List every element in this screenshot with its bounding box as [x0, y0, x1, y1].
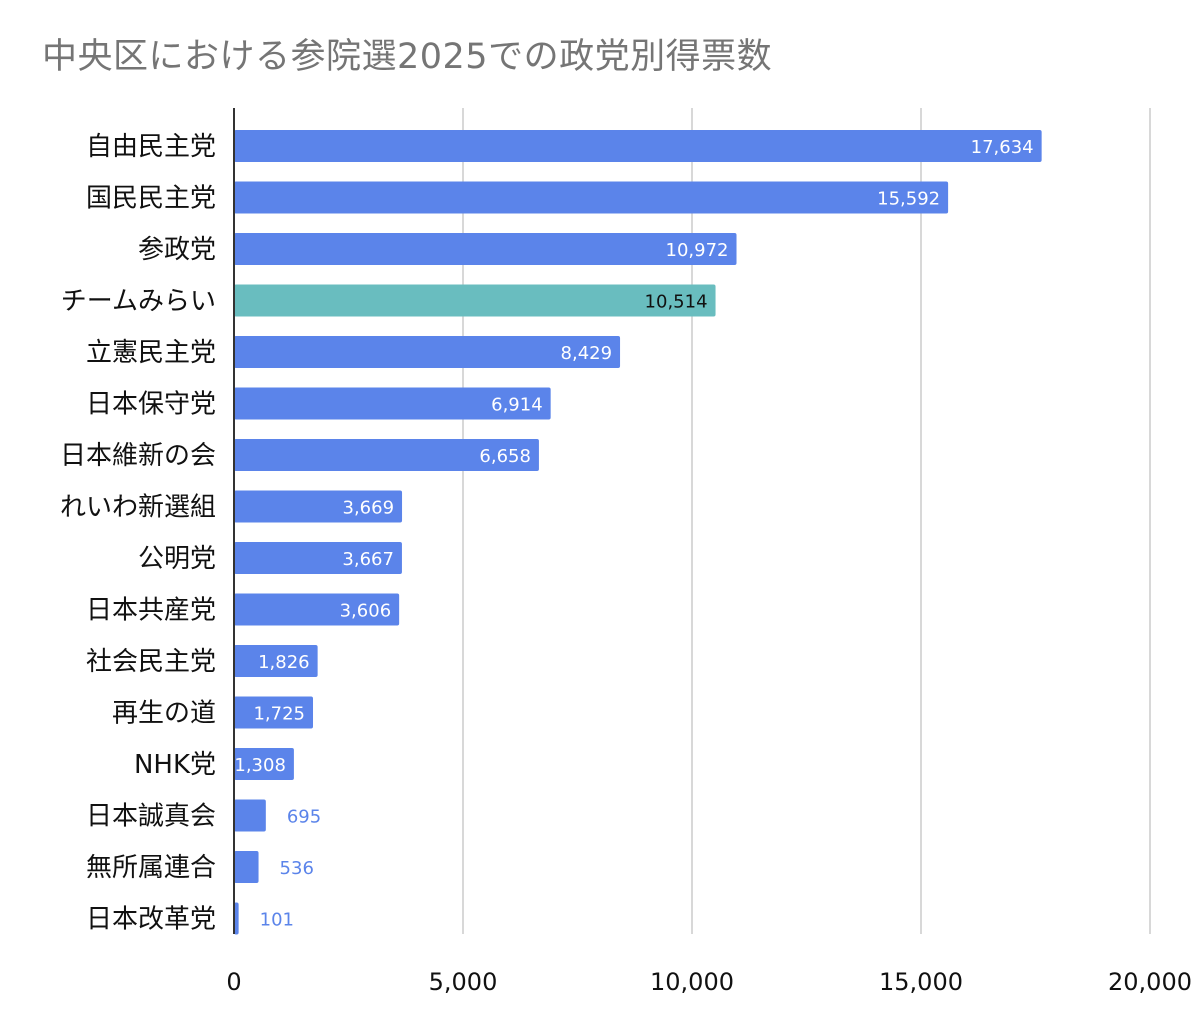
category-label: 公明党 [138, 544, 216, 574]
data-label: 1,826 [258, 652, 310, 673]
x-tick-label: 0 [226, 968, 241, 996]
category-label: 自由民主党 [86, 132, 216, 162]
gridlines [462, 108, 1151, 934]
bar [234, 593, 400, 626]
data-label: 536 [280, 858, 314, 879]
data-label: 1,308 [234, 755, 286, 776]
x-tick-label: 20,000 [1108, 968, 1192, 996]
bar [234, 542, 402, 574]
bar [234, 696, 314, 729]
bar [234, 645, 318, 677]
category-label: 日本改革党 [86, 905, 216, 935]
category-label: チームみらい [61, 287, 216, 317]
bar [234, 336, 621, 368]
category-label: 参政党 [138, 235, 216, 265]
data-label: 3,606 [340, 601, 392, 622]
x-axis-ticks: 0 5,000 10,000 15,000 20,000 [226, 968, 1192, 996]
data-label: 8,429 [561, 343, 613, 364]
x-tick-label: 10,000 [650, 968, 734, 996]
data-label: 6,658 [479, 446, 531, 467]
data-label: 17,634 [971, 137, 1034, 158]
data-label: 6,914 [491, 395, 543, 416]
category-label: 再生の道 [112, 699, 216, 729]
data-label: 15,592 [877, 189, 940, 210]
data-label: 695 [287, 807, 321, 828]
bar [234, 490, 403, 523]
x-tick-label: 15,000 [879, 968, 963, 996]
category-labels: 自由民主党国民民主党参政党チームみらい立憲民主党日本保守党日本維新の会れいわ新選… [60, 132, 216, 935]
bar [234, 902, 239, 935]
data-label: 3,667 [342, 549, 394, 570]
data-label: 10,972 [666, 240, 729, 261]
data-label: 1,725 [253, 704, 305, 725]
bar [234, 181, 949, 214]
category-label: NHK党 [134, 750, 216, 780]
bar [234, 439, 539, 471]
bars [234, 130, 1042, 935]
category-label: 国民民主党 [86, 184, 216, 214]
chart-title: 中央区における参院選2025での政党別得票数 [42, 37, 773, 77]
data-label: 3,669 [343, 498, 395, 519]
category-label: 日本共産党 [86, 596, 216, 626]
bar [234, 799, 266, 832]
bar [234, 851, 259, 883]
bar [234, 748, 294, 780]
bar [234, 387, 551, 420]
category-label: れいわ新選組 [60, 493, 216, 523]
category-label: 無所属連合 [86, 853, 216, 883]
bar [234, 130, 1042, 162]
category-label: 立憲民主党 [86, 338, 216, 368]
data-label: 101 [260, 910, 294, 931]
category-label: 社会民主党 [86, 647, 216, 677]
category-label: 日本誠真会 [86, 802, 216, 832]
value-labels: 17,634 15,592 10,972 10,514 8,429 6,914 6,658 3… [234, 137, 1033, 931]
x-tick-label: 5,000 [429, 968, 498, 996]
bar [234, 233, 737, 265]
bar [234, 284, 716, 317]
category-label: 日本維新の会 [60, 441, 216, 471]
category-label: 日本保守党 [86, 390, 216, 420]
data-label: 10,514 [645, 292, 708, 313]
